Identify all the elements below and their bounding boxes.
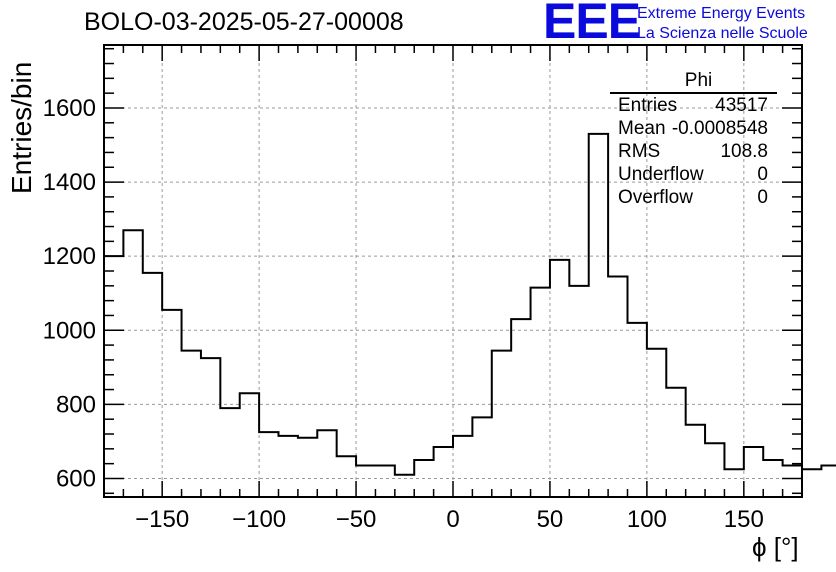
stats-value: 0 [757,187,768,208]
y-tick-label: 1200 [43,243,96,270]
plot-frame [103,44,803,498]
x-tick-label: 0 [446,506,459,533]
y-tick-labels: 600 800 1000 1200 1400 1600 [43,95,96,492]
x-tick-label: 50 [537,506,564,533]
x-tick-labels: −150 −100 −50 0 50 100 150 [135,506,764,533]
logo-caption: Extreme Energy Events La Scienza nelle S… [637,4,808,44]
stats-value: 108.8 [720,141,768,162]
stats-label: Underflow [618,164,704,185]
stats-label: Mean [618,118,666,139]
logo-line-1: Extreme Energy Events [637,5,806,22]
histogram-line [104,132,836,476]
stats-label: RMS [618,141,661,162]
stats-value: -0.0008548 [671,118,768,139]
x-tick-label: −100 [232,506,286,533]
x-tick-label: 150 [724,506,764,533]
logo-line-2: La Scienza nelle Scuole [637,25,808,42]
stats-row-rms: RMS 108.8 [610,140,777,163]
stats-row-underflow: Underflow 0 [610,163,777,186]
stats-row-entries: Entries 43517 [610,94,777,117]
stats-title: Phi [610,70,777,94]
x-tick-label: −50 [336,506,377,533]
y-tick-label: 800 [56,391,96,418]
stats-label: Entries [618,95,678,116]
plot-title: BOLO-03-2025-05-27-00008 [84,8,404,36]
stats-label: Overflow [618,187,693,208]
y-tick-label: 1400 [43,169,96,196]
y-tick-label: 600 [56,465,96,492]
y-axis-label: Entries/bin [6,61,37,194]
x-tick-label: −150 [135,506,189,533]
stats-value: 43517 [715,95,768,116]
stats-row-mean: Mean -0.0008548 [610,117,777,140]
axis-ticks [103,45,803,497]
eee-logo: EEE [543,0,641,49]
y-tick-label: 1000 [43,317,96,344]
x-tick-label: 100 [627,506,667,533]
stats-value: 0 [757,164,768,185]
x-axis-label: ϕ [°] [752,532,799,562]
stats-box: Phi Entries 43517 Mean -0.0008548 RMS 10… [610,70,777,209]
stats-row-overflow: Overflow 0 [610,186,777,209]
y-tick-label: 1600 [43,95,96,122]
